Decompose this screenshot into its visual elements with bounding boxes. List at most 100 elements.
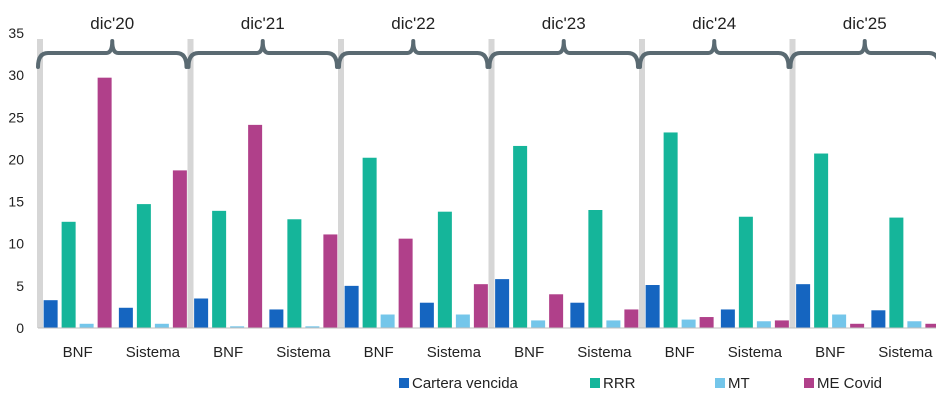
bar-mt xyxy=(756,321,771,328)
x-tick-label: BNF xyxy=(213,344,243,361)
period-bracket xyxy=(788,39,936,69)
bar-mt xyxy=(606,320,621,328)
bar-me-covid xyxy=(850,323,865,328)
period-bracket xyxy=(638,39,791,69)
period-label: dic'21 xyxy=(241,14,285,33)
bar-cartera-vencida xyxy=(43,300,58,328)
y-tick-label: 5 xyxy=(16,278,24,294)
y-tick-label: 10 xyxy=(8,236,24,252)
bar-cartera-vencida xyxy=(269,309,284,328)
period-separator xyxy=(789,39,796,328)
legend-label: MT xyxy=(728,375,750,392)
period-labels: dic'20 dic'21 dic'22 dic'23 dic'24 dic'25 xyxy=(90,14,886,33)
bar-me-covid xyxy=(172,170,187,328)
period-label: dic'23 xyxy=(542,14,586,33)
period-separator xyxy=(187,39,194,328)
bar-rrr xyxy=(362,157,377,328)
bar-mt xyxy=(380,314,395,328)
x-tick-label: Sistema xyxy=(427,344,482,361)
bar-me-covid xyxy=(248,124,263,328)
x-tick-label: BNF xyxy=(364,344,394,361)
bar-mt xyxy=(832,314,847,328)
period-label: dic'24 xyxy=(692,14,736,33)
period-bracket xyxy=(36,39,189,69)
period-label: dic'22 xyxy=(391,14,435,33)
period-separator xyxy=(639,39,645,328)
bar-me-covid xyxy=(624,309,639,328)
legend-label: ME Covid xyxy=(817,375,882,392)
bar-cartera-vencida xyxy=(495,279,510,328)
bar-rrr xyxy=(513,145,528,328)
y-tick-label: 15 xyxy=(8,194,24,210)
y-tick-label: 30 xyxy=(8,67,24,83)
period-bracket xyxy=(487,39,640,69)
legend-swatch xyxy=(399,378,409,388)
period-label: dic'20 xyxy=(90,14,134,33)
x-tick-label: Sistema xyxy=(728,344,783,361)
bar-mt xyxy=(455,314,470,328)
y-axis: 0 5 10 15 20 25 30 35 xyxy=(8,25,24,336)
bar-me-covid xyxy=(97,77,112,329)
legend-swatch xyxy=(715,378,725,388)
y-tick-label: 20 xyxy=(8,151,24,167)
legend-label: Cartera vencida xyxy=(412,375,519,392)
bar-mt xyxy=(681,319,696,328)
bar-rrr xyxy=(437,211,452,328)
bar-me-covid xyxy=(925,323,936,328)
y-tick-label: 25 xyxy=(8,109,24,125)
bar-mt xyxy=(154,323,169,328)
bar-cartera-vencida xyxy=(645,285,660,328)
period-brackets xyxy=(36,39,936,69)
period-separators xyxy=(37,39,796,328)
bar-mt xyxy=(305,326,320,328)
y-tick-label: 35 xyxy=(8,25,24,41)
bar-cartera-vencida xyxy=(194,298,209,328)
bar-me-covid xyxy=(323,234,338,328)
legend-swatch xyxy=(590,378,600,388)
bar-cartera-vencida xyxy=(720,309,735,328)
x-axis-labels: BNF Sistema BNF Sistema BNF Sistema BNF Sistema… xyxy=(63,344,933,361)
bar-rrr xyxy=(738,216,753,328)
bar-mt xyxy=(79,323,94,328)
legend-label: RRR xyxy=(603,375,636,392)
bars xyxy=(43,77,936,329)
period-separator xyxy=(37,39,43,328)
bar-cartera-vencida xyxy=(419,302,434,328)
x-tick-label: BNF xyxy=(63,344,93,361)
bar-mt xyxy=(907,321,922,328)
period-label: dic'25 xyxy=(843,14,887,33)
bar-me-covid xyxy=(398,238,413,328)
bar-me-covid xyxy=(699,317,714,328)
x-tick-label: Sistema xyxy=(577,344,632,361)
bar-mt xyxy=(531,320,546,328)
bar-me-covid xyxy=(774,320,789,328)
bar-me-covid xyxy=(549,294,564,328)
x-tick-label: BNF xyxy=(514,344,544,361)
bar-rrr xyxy=(61,221,76,328)
bar-rrr xyxy=(136,204,151,328)
bar-cartera-vencida xyxy=(344,285,359,328)
bar-rrr xyxy=(588,210,603,328)
bar-cartera-vencida xyxy=(796,284,811,328)
period-separator xyxy=(488,39,495,328)
bar-cartera-vencida xyxy=(871,310,886,328)
period-separator xyxy=(338,39,344,328)
x-tick-label: Sistema xyxy=(878,344,933,361)
bar-rrr xyxy=(663,132,678,328)
x-tick-label: BNF xyxy=(665,344,695,361)
bar-mt xyxy=(230,326,245,328)
legend: Cartera vencida RRR MT ME Covid xyxy=(399,375,882,392)
period-bracket xyxy=(337,39,490,69)
bar-me-covid xyxy=(473,284,488,328)
bar-rrr xyxy=(889,217,904,328)
x-tick-label: BNF xyxy=(815,344,845,361)
bar-rrr xyxy=(212,210,227,328)
period-bracket xyxy=(186,39,339,69)
bar-rrr xyxy=(287,219,302,328)
y-tick-label: 0 xyxy=(16,320,24,336)
bar-cartera-vencida xyxy=(118,307,133,328)
bar-rrr xyxy=(814,153,829,328)
legend-swatch xyxy=(804,378,814,388)
bar-cartera-vencida xyxy=(570,302,585,328)
